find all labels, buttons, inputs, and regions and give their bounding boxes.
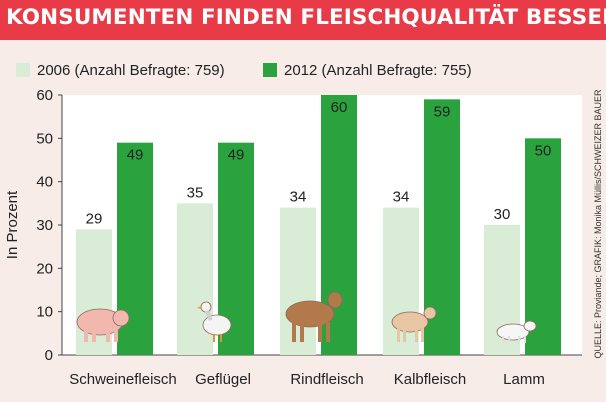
legend-swatch-2006 xyxy=(16,63,30,77)
legend-swatch-2012 xyxy=(263,63,277,77)
calf-icon xyxy=(391,311,429,333)
value-label-2012-1: 49 xyxy=(228,147,245,164)
value-label-2006-1: 35 xyxy=(187,184,204,201)
value-label-2006-2: 34 xyxy=(290,189,307,206)
y-tick-label-60: 60 xyxy=(36,87,53,104)
cow-leg-2 xyxy=(318,322,322,342)
title-bar: KONSUMENTEN FINDEN FLEISCHQUALITÄT BESSE… xyxy=(0,0,606,40)
y-tick-label-30: 30 xyxy=(36,217,53,234)
cow-head xyxy=(327,291,343,309)
category-label-4: Lamm xyxy=(503,371,545,388)
value-label-2012-2: 60 xyxy=(331,99,348,116)
legend-label-2006: 2006 (Anzahl Befragte: 759) xyxy=(37,61,225,79)
legend-item-2012: 2012 (Anzahl Befragte: 755) xyxy=(263,60,472,80)
pig-leg-2 xyxy=(106,330,110,342)
cow-icon xyxy=(285,300,335,328)
chicken-beak xyxy=(197,306,201,309)
value-label-2006-3: 34 xyxy=(393,189,410,206)
category-label-3: Kalbfleisch xyxy=(394,371,467,388)
chicken-leg-1 xyxy=(220,334,222,342)
legend-item-2006: 2006 (Anzahl Befragte: 759) xyxy=(16,60,225,80)
lamb-leg-3 xyxy=(524,336,526,343)
cow-leg-0 xyxy=(292,322,296,342)
chicken-icon xyxy=(202,314,232,336)
chicken-leg-0 xyxy=(213,334,215,342)
y-tick-label-50: 50 xyxy=(36,130,53,147)
lamb-icon xyxy=(496,323,530,341)
lamb-leg-1 xyxy=(508,336,510,343)
y-tick-label-40: 40 xyxy=(36,174,53,191)
value-label-2012-3: 59 xyxy=(434,103,451,120)
value-label-2006-0: 29 xyxy=(86,210,103,227)
lamb-leg-0 xyxy=(502,336,504,343)
calf-leg-3 xyxy=(421,328,424,342)
cow-leg-1 xyxy=(300,322,304,342)
y-tick-label-20: 20 xyxy=(36,260,53,277)
legend-label-2012: 2012 (Anzahl Befragte: 755) xyxy=(284,61,472,79)
bar-2006-2 xyxy=(280,207,316,355)
bar-2006-3 xyxy=(383,207,419,355)
pig-leg-0 xyxy=(84,330,88,342)
lamb-leg-2 xyxy=(518,336,520,343)
y-tick-label-10: 10 xyxy=(36,304,53,321)
cow-leg-3 xyxy=(326,322,330,342)
pig-leg-3 xyxy=(114,330,118,342)
y-tick-label-0: 0 xyxy=(45,347,53,364)
chicken-neck xyxy=(205,310,213,321)
category-label-2: Rindfleisch xyxy=(290,371,363,388)
y-axis-label: In Prozent xyxy=(4,190,21,259)
chicken-head xyxy=(200,301,212,313)
pig-head xyxy=(112,309,130,327)
category-label-0: Schweinefleisch xyxy=(69,371,177,388)
category-label-1: Geflügel xyxy=(195,371,251,388)
value-label-2006-4: 30 xyxy=(494,206,511,223)
pig-leg-1 xyxy=(92,330,96,342)
lamb-head xyxy=(523,320,537,332)
calf-leg-2 xyxy=(415,328,418,342)
calf-leg-1 xyxy=(403,328,406,342)
bar-2012-4 xyxy=(525,138,561,355)
calf-leg-0 xyxy=(397,328,400,342)
value-label-2012-0: 49 xyxy=(127,147,144,164)
calf-head xyxy=(423,306,437,320)
value-label-2012-4: 50 xyxy=(535,142,552,159)
chart-title: KONSUMENTEN FINDEN FLEISCHQUALITÄT BESSE… xyxy=(6,5,606,30)
